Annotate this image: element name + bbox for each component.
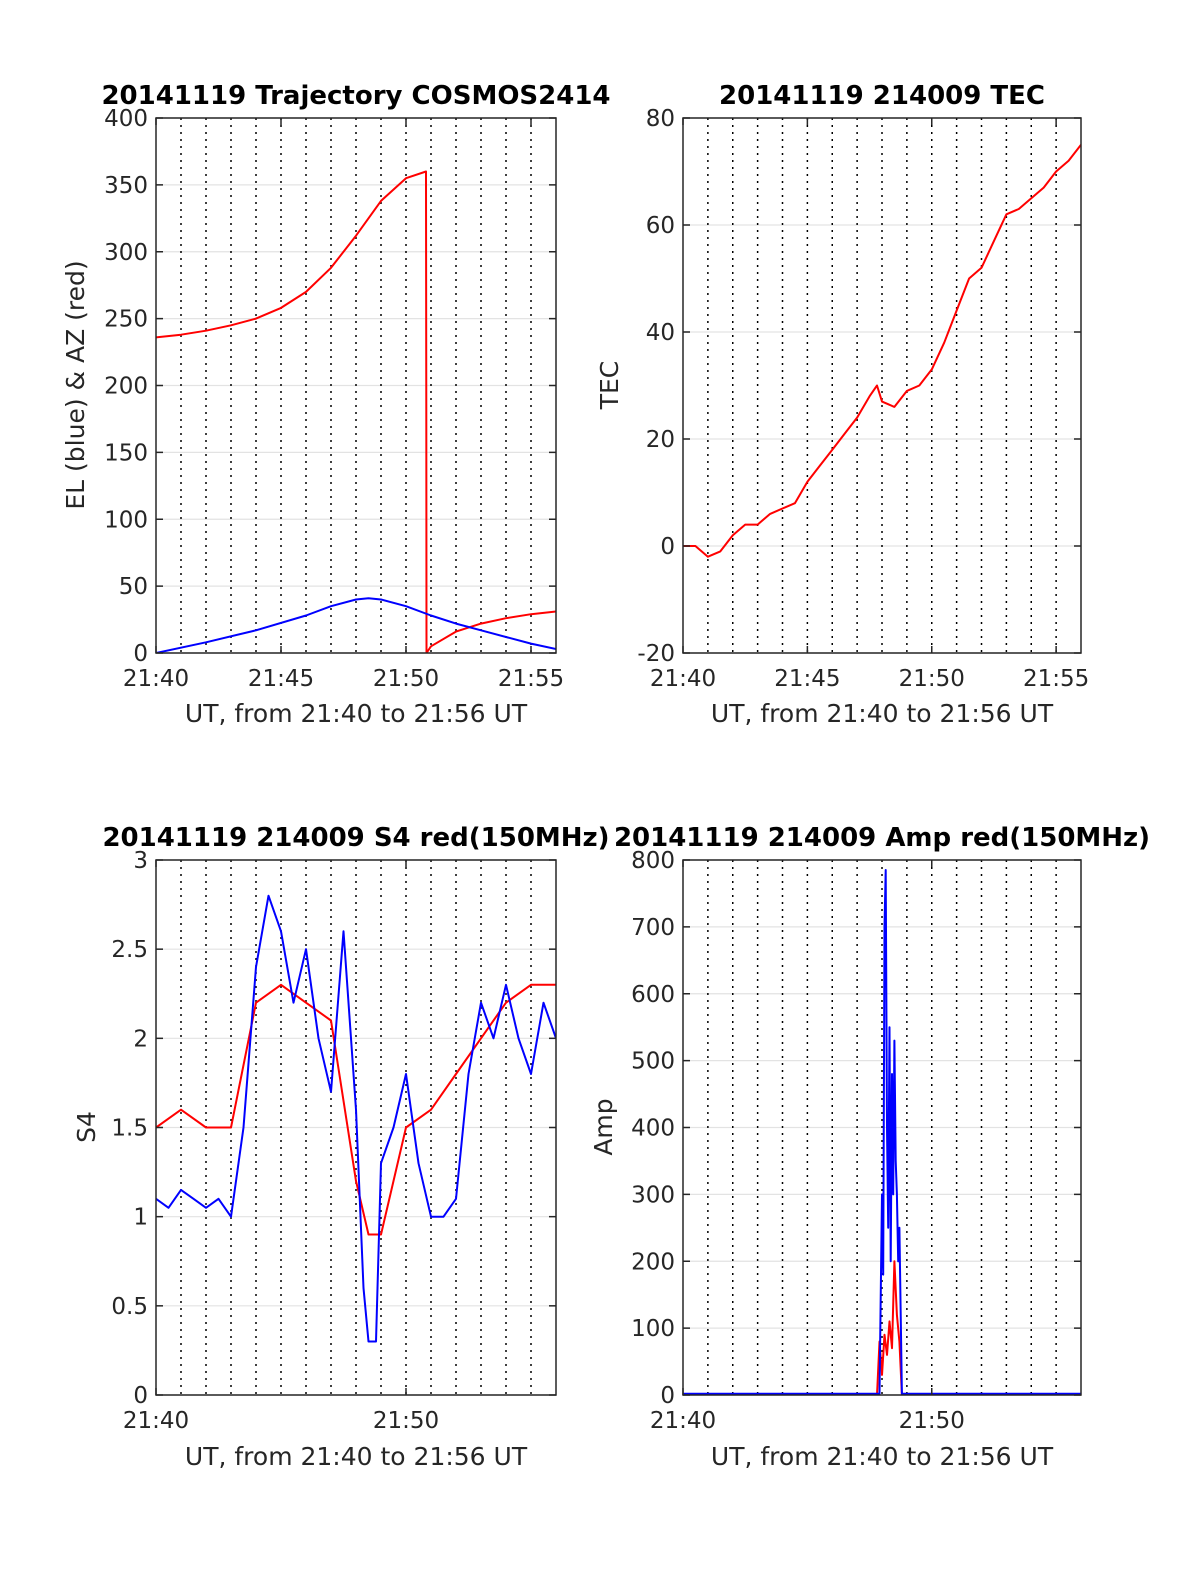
- trajectory-panel: 20141119 Trajectory COSMOS2414 0 50 100 150…: [61, 81, 611, 728]
- series-lines: [156, 170, 556, 653]
- y-tick-label: 250: [104, 307, 148, 333]
- y-tick-label: 600: [631, 982, 675, 1008]
- series-lines: [683, 869, 1081, 1395]
- panel-title: 20141119 Trajectory COSMOS2414: [101, 81, 610, 111]
- y-tick-label: 0.5: [111, 1294, 148, 1320]
- y-axis-label: EL (blue) & AZ (red): [61, 260, 90, 509]
- ticks: 0 100 200 300 400 500 600 700 800 21:40 21:50: [631, 848, 1081, 1434]
- panel-title: 20141119 214009 TEC: [719, 81, 1045, 111]
- y-tick-label: 1: [133, 1205, 148, 1231]
- x-axis-label: UT, from 21:40 to 21:56 UT: [711, 699, 1054, 728]
- y-axis-label: S4: [72, 1111, 101, 1143]
- y-tick-label: 200: [104, 374, 148, 400]
- x-tick-label: 21:50: [899, 1408, 965, 1434]
- series-lines: [683, 144, 1081, 558]
- x-tick-label: 21:50: [373, 1408, 439, 1434]
- x-tick-label: 21:50: [899, 666, 965, 692]
- ticks: 0 0.5 1 1.5 2 2.5 3 21:40 21:50: [111, 848, 556, 1434]
- x-axis-label: UT, from 21:40 to 21:56 UT: [711, 1442, 1054, 1471]
- y-tick-label: 100: [631, 1316, 675, 1342]
- y-tick-label: 40: [646, 320, 675, 346]
- x-tick-label: 21:45: [248, 666, 314, 692]
- y-tick-label: 500: [631, 1049, 675, 1075]
- y-tick-label: 0: [133, 1383, 148, 1409]
- y-tick-label: 50: [119, 574, 148, 600]
- y-tick-label: 800: [631, 848, 675, 874]
- y-tick-label: 700: [631, 915, 675, 941]
- y-tick-label: 2.5: [111, 937, 148, 963]
- y-tick-label: 80: [646, 106, 675, 132]
- x-tick-label: 21:50: [373, 666, 439, 692]
- axes-box: [682, 117, 1082, 654]
- grid: [683, 117, 1081, 654]
- x-tick-label: 21:40: [123, 666, 189, 692]
- y-tick-label: 200: [631, 1249, 675, 1275]
- y-tick-label: 400: [104, 106, 148, 132]
- grid: [683, 859, 1081, 1396]
- y-tick-label: 0: [660, 534, 675, 560]
- panel-title: 20141119 214009 Amp red(150MHz): [614, 823, 1150, 853]
- panel-title: 20141119 214009 S4 red(150MHz): [102, 823, 609, 853]
- y-tick-label: 60: [646, 213, 675, 239]
- y-tick-label: 0: [133, 641, 148, 667]
- x-axis-label: UT, from 21:40 to 21:56 UT: [185, 1442, 528, 1471]
- x-axis-label: UT, from 21:40 to 21:56 UT: [185, 699, 528, 728]
- blue-series-line: [156, 597, 556, 653]
- tec-panel: 20141119 214009 TEC -20 0 20 40 60 80 21:40 21:…: [595, 81, 1089, 728]
- y-axis-label: TEC: [595, 361, 624, 411]
- y-tick-label: 400: [631, 1116, 675, 1142]
- amp-panel: 20141119 214009 Amp red(150MHz) 0 100 200 3…: [589, 823, 1150, 1471]
- x-tick-label: 21:40: [123, 1408, 189, 1434]
- y-tick-label: 2: [133, 1026, 148, 1052]
- ticks: 0 50 100 150 200 250 300 350 400 21:40 21:45 21:50 2…: [104, 106, 564, 692]
- y-tick-label: 100: [104, 507, 148, 533]
- y-tick-label: -20: [637, 641, 675, 667]
- y-tick-label: 3: [133, 848, 148, 874]
- x-tick-label: 21:40: [650, 1408, 716, 1434]
- y-tick-label: 350: [104, 173, 148, 199]
- y-tick-label: 300: [631, 1182, 675, 1208]
- s4-panel: 20141119 214009 S4 red(150MHz) 0 0.5 1 1.5 2…: [72, 823, 610, 1471]
- y-tick-label: 0: [660, 1383, 675, 1409]
- series-lines: [156, 894, 556, 1343]
- x-tick-label: 21:55: [498, 666, 564, 692]
- blue-series-line: [156, 894, 556, 1343]
- y-tick-label: 150: [104, 440, 148, 466]
- x-tick-label: 21:55: [1023, 666, 1089, 692]
- y-tick-label: 300: [104, 240, 148, 266]
- red-series-line: [156, 983, 556, 1236]
- y-tick-label: 20: [646, 427, 675, 453]
- x-tick-label: 21:45: [774, 666, 840, 692]
- ticks: -20 0 20 40 60 80 21:40 21:45 21:50 21:55: [637, 106, 1089, 692]
- x-tick-label: 21:40: [650, 666, 716, 692]
- y-axis-label: Amp: [589, 1098, 618, 1155]
- blue-series-line: [683, 869, 1081, 1395]
- red-series-line: [156, 170, 556, 653]
- y-tick-label: 1.5: [111, 1116, 148, 1142]
- red-series-line: [683, 144, 1081, 558]
